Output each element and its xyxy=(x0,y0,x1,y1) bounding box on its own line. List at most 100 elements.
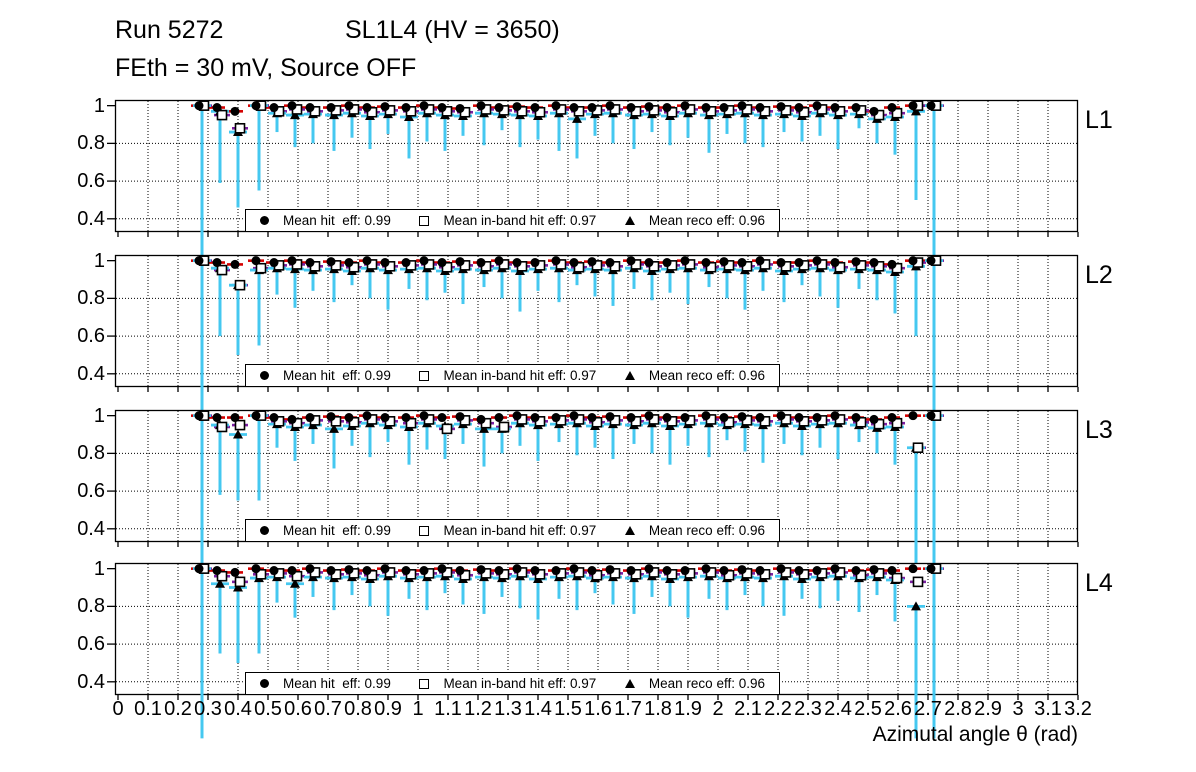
legend-label: Mean reco eff: 0.96 xyxy=(648,676,765,691)
legend-label: Mean hit eff: 0.99 xyxy=(283,368,391,383)
x-tick-label: 2.7 xyxy=(914,698,942,720)
threshold-subtitle: FEth = 30 mV, Source OFF xyxy=(115,54,417,82)
x-tick-label: 1.6 xyxy=(584,698,612,720)
legend-L4: Mean hit eff: 0.99 Mean in-band hit eff: … xyxy=(245,672,780,695)
y-tick-label: 1 xyxy=(93,557,105,580)
x-tick-label: 2.5 xyxy=(854,698,882,720)
legend-entry: Mean reco eff: 0.96 xyxy=(624,523,765,538)
x-tick-label: 1.9 xyxy=(674,698,702,720)
legend-label: Mean hit eff: 0.99 xyxy=(283,213,391,228)
hit-series xyxy=(194,564,936,577)
y-tick-label: 0.8 xyxy=(77,595,105,618)
y-tick-label: 0.8 xyxy=(77,287,105,310)
x-tick-label: 2 xyxy=(712,698,724,720)
y-tick-label: 0.8 xyxy=(77,132,105,155)
legend-entry: Mean reco eff: 0.96 xyxy=(624,213,765,228)
axis-ticks xyxy=(107,568,1079,700)
y-tick-label: 0.4 xyxy=(77,670,105,693)
axis-ticks xyxy=(107,260,1079,392)
inband-series xyxy=(198,410,942,454)
hit-series xyxy=(194,101,936,116)
filled-triangle-icon xyxy=(624,371,635,380)
x-axis-title: Azimutal angle θ (rad) xyxy=(872,723,1078,746)
x-tick-label: 1.2 xyxy=(464,698,492,720)
layer-label-L2: L2 xyxy=(1085,261,1113,289)
legend-label: Mean hit eff: 0.99 xyxy=(283,523,391,538)
x-tick-label: 1.3 xyxy=(494,698,522,720)
x-tick-label: 1.1 xyxy=(434,698,462,720)
run-title: Run 5272 xyxy=(115,16,224,44)
layer-label-L3: L3 xyxy=(1085,416,1113,444)
x-tick-label: 0.9 xyxy=(374,698,402,720)
x-tick-label: 0.7 xyxy=(314,698,342,720)
x-tick-label: 0.6 xyxy=(284,698,312,720)
x-tick-label: 1.4 xyxy=(524,698,552,720)
filled-triangle-icon xyxy=(624,216,635,225)
y-tick-label: 0.6 xyxy=(77,325,105,348)
axis-ticks xyxy=(107,105,1079,237)
x-tick-label: 2.9 xyxy=(974,698,1002,720)
x-tick-label: 3.1 xyxy=(1034,698,1062,720)
y-tick-label: 0.6 xyxy=(77,633,105,656)
x-tick-label: 1 xyxy=(412,698,424,720)
legend-label: Mean in-band hit eff: 0.97 xyxy=(443,676,597,691)
legend-entry: Mean in-band hit eff: 0.97 xyxy=(419,523,596,538)
x-tick-label: 2.8 xyxy=(944,698,972,720)
x-tick-label: 0.5 xyxy=(254,698,282,720)
legend-L1: Mean hit eff: 0.99 Mean in-band hit eff: … xyxy=(245,209,780,232)
y-tick-label: 0.6 xyxy=(77,170,105,193)
y-tick-label: 0.4 xyxy=(77,362,105,385)
filled-circle-icon xyxy=(260,371,269,380)
hit-series xyxy=(194,256,936,269)
filled-triangle-icon xyxy=(624,526,635,535)
legend-label: Mean hit eff: 0.99 xyxy=(283,676,391,691)
legend-entry: Mean in-band hit eff: 0.97 xyxy=(419,213,596,228)
legend-label: Mean in-band hit eff: 0.97 xyxy=(443,368,597,383)
open-square-icon xyxy=(419,215,430,226)
legend-L3: Mean hit eff: 0.99 Mean in-band hit eff: … xyxy=(245,519,780,542)
axis-ticks xyxy=(107,415,1079,547)
legend-entry: Mean hit eff: 0.99 xyxy=(260,368,391,383)
y-tick-label: 0.4 xyxy=(77,517,105,540)
legend-label: Mean in-band hit eff: 0.97 xyxy=(443,523,597,538)
x-tick-label: 2.6 xyxy=(884,698,912,720)
x-tick-label: 1.7 xyxy=(614,698,642,720)
error-bars xyxy=(200,260,936,431)
legend-entry: Mean reco eff: 0.96 xyxy=(624,676,765,691)
x-tick-label: 0.3 xyxy=(194,698,222,720)
x-tick-label: 0 xyxy=(112,698,124,720)
x-tick-label: 2.3 xyxy=(794,698,822,720)
y-tick-label: 1 xyxy=(93,249,105,272)
filled-circle-icon xyxy=(260,526,269,535)
y-tick-label: 1 xyxy=(93,404,105,427)
x-tick-label: 3.2 xyxy=(1064,698,1092,720)
y-tick-label: 1 xyxy=(93,94,105,117)
legend-label: Mean reco eff: 0.96 xyxy=(648,213,765,228)
open-square-icon xyxy=(419,678,430,689)
legend-label: Mean reco eff: 0.96 xyxy=(648,523,765,538)
filled-circle-icon xyxy=(260,679,269,688)
open-square-icon xyxy=(419,370,430,381)
legend-entry: Mean hit eff: 0.99 xyxy=(260,213,391,228)
legend-label: Mean in-band hit eff: 0.97 xyxy=(443,213,597,228)
layer-label-L4: L4 xyxy=(1085,569,1113,597)
x-tick-label: 2.4 xyxy=(824,698,852,720)
legend-entry: Mean hit eff: 0.99 xyxy=(260,676,391,691)
hit-series xyxy=(194,411,936,424)
legend-entry: Mean in-band hit eff: 0.97 xyxy=(419,368,596,383)
filled-triangle-icon xyxy=(624,679,635,688)
x-tick-label: 1.5 xyxy=(554,698,582,720)
legend-entry: Mean reco eff: 0.96 xyxy=(624,368,765,383)
x-tick-label: 0.4 xyxy=(224,698,252,720)
inband-series xyxy=(198,563,942,588)
layer-label-L1: L1 xyxy=(1085,106,1113,134)
x-tick-label: 0.2 xyxy=(164,698,192,720)
x-tick-label: 2.1 xyxy=(734,698,762,720)
open-square-icon xyxy=(419,525,430,536)
error-bars xyxy=(200,415,936,586)
x-tick-label: 0.1 xyxy=(134,698,162,720)
y-tick-label: 0.4 xyxy=(77,207,105,230)
legend-entry: Mean in-band hit eff: 0.97 xyxy=(419,676,596,691)
y-tick-label: 0.8 xyxy=(77,442,105,465)
